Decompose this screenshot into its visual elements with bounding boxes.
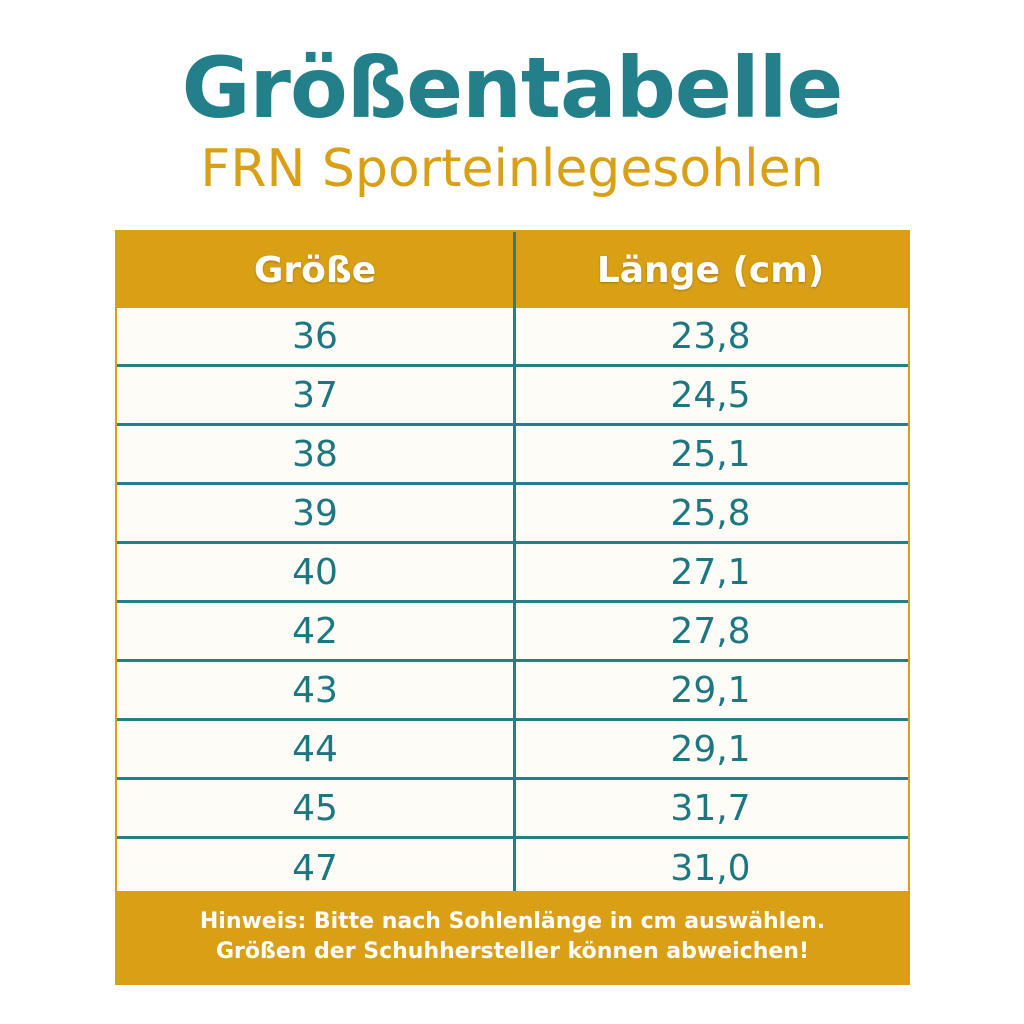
table-row: 36 23,8 bbox=[117, 308, 908, 367]
table-row: 45 31,7 bbox=[117, 780, 908, 839]
length-cell: 31,7 bbox=[670, 787, 751, 829]
length-cell: 25,1 bbox=[670, 433, 751, 475]
size-cell: 39 bbox=[292, 492, 338, 534]
length-cell: 31,0 bbox=[670, 848, 751, 889]
length-cell: 29,1 bbox=[670, 728, 751, 770]
size-cell: 45 bbox=[292, 787, 338, 829]
table-header: Größe Länge (cm) bbox=[117, 232, 908, 308]
note-line-2: Größen der Schuhhersteller können abweic… bbox=[215, 939, 810, 964]
column-divider bbox=[513, 232, 516, 892]
length-cell: 27,1 bbox=[670, 551, 751, 593]
size-cell: 38 bbox=[292, 433, 338, 475]
table-row: 40 27,1 bbox=[117, 544, 908, 603]
table-row: 43 29,1 bbox=[117, 662, 908, 721]
table-row: 44 29,1 bbox=[117, 721, 908, 780]
note-line-1: Hinweis: Bitte nach Sohlenlänge in cm au… bbox=[199, 909, 826, 934]
note-footer: Hinweis: Bitte nach Sohlenlänge in cm au… bbox=[117, 891, 908, 983]
size-cell: 40 bbox=[292, 551, 338, 593]
table-body: 36 23,8 37 24,5 38 25,1 39 25,8 40 27,1 … bbox=[117, 308, 908, 898]
column-header-size: Größe bbox=[253, 249, 377, 291]
size-cell: 47 bbox=[292, 848, 338, 889]
length-cell: 23,8 bbox=[670, 315, 751, 357]
table-row: 39 25,8 bbox=[117, 485, 908, 544]
table-row: 38 25,1 bbox=[117, 426, 908, 485]
size-cell: 43 bbox=[292, 669, 338, 711]
page-title: Größentabelle bbox=[181, 39, 844, 137]
table-row: 37 24,5 bbox=[117, 367, 908, 426]
length-cell: 27,8 bbox=[670, 610, 751, 652]
page-subtitle: FRN Sporteinlegesohlen bbox=[200, 139, 824, 199]
size-cell: 37 bbox=[292, 374, 338, 416]
size-table: Größe Länge (cm) 36 23,8 37 24,5 38 25,1… bbox=[115, 230, 910, 985]
size-cell: 42 bbox=[292, 610, 338, 652]
column-header-length: Länge (cm) bbox=[596, 249, 825, 291]
table-row: 42 27,8 bbox=[117, 603, 908, 662]
length-cell: 24,5 bbox=[670, 374, 751, 416]
size-cell: 36 bbox=[292, 315, 338, 357]
length-cell: 25,8 bbox=[670, 492, 751, 534]
size-cell: 44 bbox=[292, 728, 338, 770]
table-row: 47 31,0 bbox=[117, 839, 908, 898]
length-cell: 29,1 bbox=[670, 669, 751, 711]
